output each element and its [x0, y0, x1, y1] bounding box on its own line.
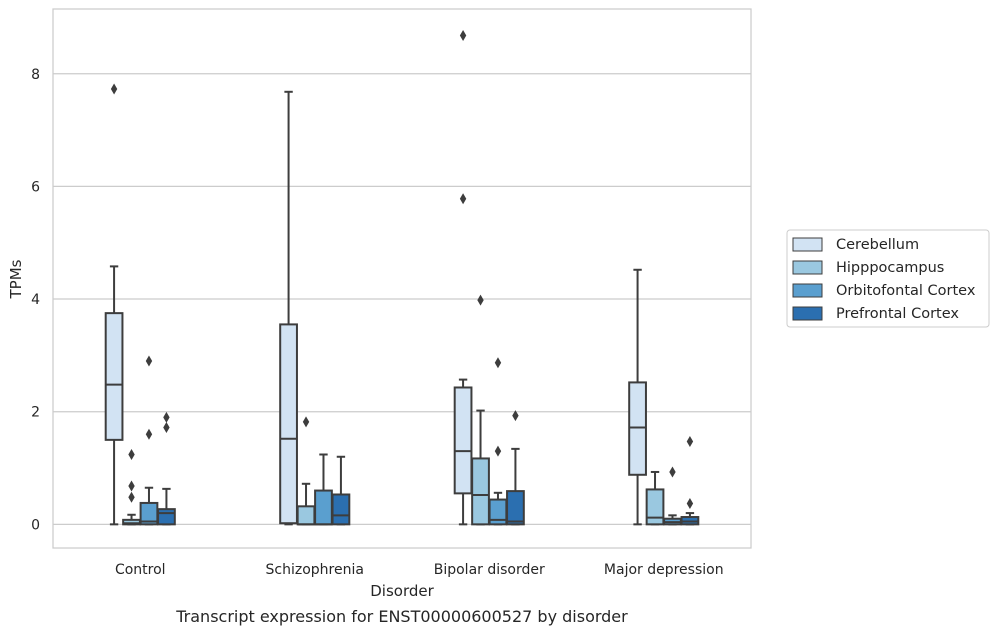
legend-label: Prefrontal Cortex	[836, 306, 959, 322]
plot-frame	[52, 8, 752, 549]
box-body	[279, 323, 298, 525]
outlier-point	[459, 29, 467, 41]
legend-swatch	[792, 260, 823, 275]
chart-caption: Transcript expression for ENST0000060052…	[175, 607, 628, 626]
box-orbitofontal-cortex	[663, 466, 682, 526]
box-hipppocampus	[645, 470, 665, 526]
x-tick-labels: Control Schizophrenia Bipolar disorder Majo…	[115, 562, 724, 578]
x-tick-label: Control	[115, 562, 166, 578]
box-body	[104, 312, 124, 441]
box-orbitofontal-cortex	[488, 357, 508, 526]
category-group	[279, 90, 351, 526]
legend-swatch	[792, 283, 823, 298]
x-tick-label: Bipolar disorder	[434, 562, 545, 578]
box-hipppocampus	[296, 416, 316, 526]
box-prefrontal-cortex	[331, 455, 351, 526]
box-body	[296, 505, 316, 526]
box-cerebellum	[453, 29, 473, 526]
outlier-point	[145, 428, 153, 440]
outlier-point	[128, 449, 135, 461]
outlier-point	[110, 83, 118, 95]
box-orbitofontal-cortex	[139, 355, 159, 526]
box-body	[331, 493, 351, 526]
outlier-point	[163, 411, 170, 423]
legend-swatch	[792, 306, 823, 321]
box-cerebellum	[104, 83, 124, 526]
box-cerebellum	[279, 90, 298, 526]
outlier-point	[669, 466, 676, 478]
legend-frame	[786, 229, 990, 328]
outlier-point	[163, 421, 170, 433]
box-prefrontal-cortex	[680, 436, 700, 526]
box-body	[157, 508, 176, 526]
outlier-point	[128, 480, 135, 492]
outlier-point	[145, 355, 153, 367]
outlier-point	[494, 357, 502, 369]
y-tick-label: 2	[31, 405, 40, 421]
outlier-point	[686, 498, 694, 510]
outlier-point	[302, 416, 310, 428]
y-axis-label: TPMs	[7, 259, 25, 299]
box-body	[645, 488, 665, 526]
y-tick-label: 8	[31, 67, 40, 83]
box-prefrontal-cortex	[157, 411, 176, 526]
outlier-point	[494, 445, 502, 457]
category-group	[453, 29, 525, 526]
box-hipppocampus	[122, 449, 141, 526]
y-tick-labels: 0 2 4 6 8	[31, 67, 40, 534]
x-axis-label: Disorder	[370, 582, 434, 600]
box-body	[453, 386, 473, 495]
legend-label: Hipppocampus	[836, 260, 944, 276]
outlier-point	[686, 436, 694, 448]
y-tick-label: 4	[31, 292, 40, 308]
outlier-point	[477, 294, 484, 306]
box-groups	[104, 29, 700, 526]
box-prefrontal-cortex	[506, 410, 525, 526]
box-body	[506, 490, 525, 526]
box-orbitofontal-cortex	[314, 453, 333, 526]
x-tick-label: Major depression	[604, 562, 724, 578]
legend-label: Orbitofontal Cortex	[836, 283, 976, 299]
box-hipppocampus	[471, 294, 490, 526]
category-group	[104, 83, 176, 526]
legend-label: Cerebellum	[836, 237, 919, 253]
box-body	[471, 457, 490, 526]
outlier-point	[128, 491, 135, 503]
legend-swatch	[792, 237, 823, 252]
box-body	[314, 489, 333, 526]
outlier-point	[512, 410, 519, 422]
y-tick-label: 6	[31, 179, 40, 195]
outlier-point	[459, 193, 467, 205]
category-group	[628, 268, 700, 526]
legend: Cerebellum Hipppocampus Orbitofontal Corte…	[786, 229, 990, 328]
y-tick-label: 0	[31, 517, 40, 533]
box-cerebellum	[628, 268, 647, 526]
x-tick-label: Schizophrenia	[266, 562, 364, 578]
box-body	[628, 381, 647, 476]
